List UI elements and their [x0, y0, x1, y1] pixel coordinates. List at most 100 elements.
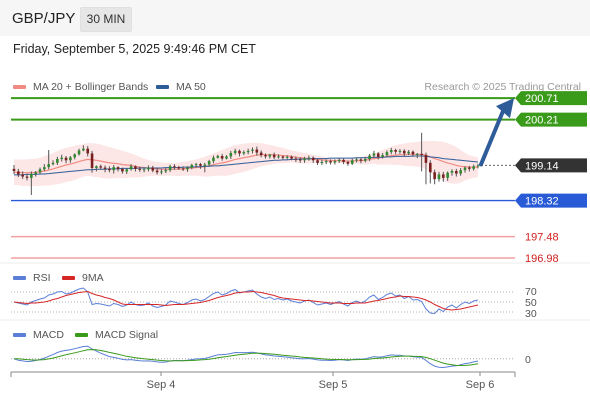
candle-body	[346, 162, 350, 164]
candle-body	[181, 168, 185, 170]
price-label-4: 197.48	[525, 232, 559, 244]
candle-body	[34, 172, 37, 174]
candle-body	[225, 156, 228, 159]
ma20-swatch	[13, 85, 26, 89]
price-tag-1	[515, 112, 587, 127]
candle-body	[12, 168, 16, 171]
candle-body	[233, 150, 237, 153]
candle-body	[363, 159, 367, 161]
candle-body	[125, 169, 129, 172]
candle-body	[25, 176, 29, 178]
candle-body	[73, 154, 77, 158]
x-tick-label-2: Sep 6	[466, 379, 495, 391]
candle-body	[285, 156, 289, 158]
candle-body	[455, 171, 458, 174]
candle-body	[376, 153, 380, 157]
candle-body	[99, 166, 103, 168]
candle-body	[329, 161, 332, 163]
ma50-swatch	[156, 85, 169, 89]
candle-body	[476, 165, 480, 167]
macd-signal-line	[14, 349, 479, 367]
candle-body	[121, 168, 124, 172]
legend-ma20-label: MA 20 + Bollinger Bands	[33, 81, 149, 93]
candle-body	[69, 157, 72, 161]
candle-body	[259, 152, 263, 156]
candle-body	[207, 161, 211, 165]
candle-body	[238, 150, 241, 154]
candle-body	[459, 170, 462, 174]
candle-body	[268, 154, 272, 157]
candle-body	[116, 167, 120, 169]
candle-body	[56, 159, 59, 163]
legend-ma50: MA 50	[156, 81, 206, 93]
rsi-level-label-2: 30	[525, 308, 537, 320]
macd-swatch	[13, 333, 26, 337]
candle-body	[190, 165, 194, 168]
legend-rsi: RSI	[13, 272, 51, 284]
candle-body	[342, 159, 345, 162]
x-tick-label-0: Sep 4	[147, 379, 176, 391]
price-tag-0	[515, 91, 587, 106]
candle-body	[294, 158, 298, 160]
candle-body	[281, 156, 285, 158]
candle-body	[229, 153, 233, 157]
candle-body	[472, 166, 475, 169]
candle-body	[95, 166, 98, 168]
rsi-level-label-0: 70	[525, 286, 537, 298]
rsi-ma-swatch	[62, 276, 75, 280]
candle-body	[160, 171, 163, 173]
candle-body	[398, 150, 402, 152]
legend-rsi-label: RSI	[33, 272, 51, 284]
price-label-5: 196.98	[525, 253, 559, 265]
candle-body	[359, 159, 363, 161]
price-label-3: 198.32	[525, 196, 559, 208]
candle-body	[64, 157, 68, 161]
candle-body	[350, 160, 354, 164]
macd-line	[13, 345, 479, 369]
timeframe-button[interactable]: 30 MIN	[80, 7, 132, 32]
legend-ma20: MA 20 + Bollinger Bands	[13, 81, 148, 93]
candle-body	[90, 153, 94, 168]
candle-body	[203, 164, 207, 166]
candle-body	[186, 167, 189, 170]
candle-body	[216, 156, 220, 158]
forecast-arrow	[479, 109, 505, 167]
rsi-ma-line	[13, 290, 479, 311]
candle-body	[307, 157, 311, 159]
candle-body	[212, 157, 215, 162]
instrument-name: GBP/JPY	[12, 10, 76, 27]
research-credit: Research © 2025 Trading Central	[424, 81, 581, 93]
candle-body	[463, 167, 467, 171]
candle-body	[407, 151, 410, 154]
candle-body	[246, 150, 250, 153]
candle-body	[264, 155, 267, 157]
candle-body	[17, 171, 20, 175]
candle-body	[164, 170, 168, 172]
candle-body	[38, 169, 42, 173]
candle-body	[368, 155, 371, 159]
bollinger-bands	[14, 141, 478, 187]
candle-body	[151, 167, 155, 171]
candle-body	[389, 150, 393, 153]
candle-body	[30, 174, 33, 178]
candle-body	[337, 159, 341, 162]
forecast-arrow-head	[496, 98, 514, 119]
candle-body	[138, 168, 142, 170]
candle-body	[134, 166, 137, 169]
legend-macd-signal-label: MACD Signal	[95, 329, 159, 341]
candle-body	[428, 162, 432, 173]
legend-rsi-ma-label: 9MA	[82, 272, 104, 284]
candle-body	[251, 149, 254, 151]
candle-body	[255, 149, 259, 153]
candle-body	[316, 160, 319, 163]
candle-body	[43, 167, 46, 170]
candle-body	[446, 172, 449, 178]
candle-body	[442, 174, 445, 178]
candle-body	[51, 162, 55, 165]
candle-body	[385, 152, 389, 156]
rsi-level-label-1: 50	[525, 297, 537, 309]
candle-body	[177, 167, 181, 169]
header-bar: GBP/JPY 30 MIN	[0, 0, 590, 36]
candle-body	[86, 148, 90, 154]
